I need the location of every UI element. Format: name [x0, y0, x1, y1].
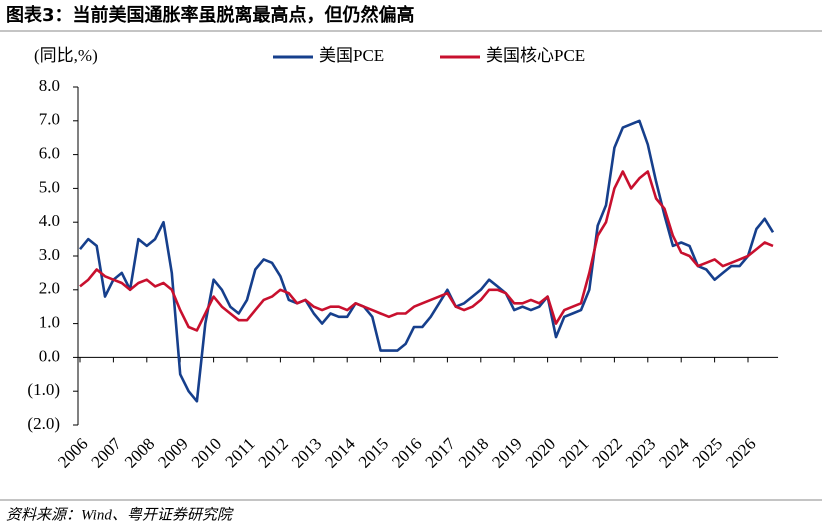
x-tick-label: 2019 — [488, 434, 525, 471]
x-tick-label: 2023 — [622, 434, 659, 471]
legend-label: 美国PCE — [319, 46, 384, 65]
y-tick-label: 5.0 — [39, 177, 60, 196]
y-tick-label: 2.0 — [39, 279, 60, 298]
x-tick-label: 2014 — [321, 434, 359, 472]
y-tick-label: 1.0 — [39, 313, 60, 332]
series-line — [78, 119, 775, 403]
x-tick-label: 2018 — [455, 434, 492, 471]
legend-label: 美国核心PCE — [486, 46, 585, 65]
x-tick-label: 2013 — [288, 434, 325, 471]
x-tick-label: 2009 — [154, 434, 191, 471]
x-tick-label: 2020 — [522, 434, 559, 471]
x-tick-label: 2006 — [54, 434, 91, 471]
y-tick-label: (1.0) — [27, 380, 60, 399]
chart-title: 图表3：当前美国通胀率虽脱离最高点，但仍然偏高 — [6, 4, 415, 26]
x-tick-label: 2008 — [121, 434, 158, 471]
x-tick-label: 2015 — [355, 434, 392, 471]
y-tick-label: 4.0 — [39, 211, 60, 230]
x-tick-label: 2011 — [222, 434, 259, 471]
y-tick-label: 0.0 — [39, 346, 60, 365]
x-tick-label: 2007 — [88, 434, 126, 472]
x-tick-label: 2021 — [555, 434, 592, 471]
x-tick-label: 2024 — [655, 434, 693, 472]
y-tick-label: 3.0 — [39, 245, 60, 264]
x-tick-label: 2026 — [722, 434, 759, 471]
series-line — [79, 170, 774, 332]
x-tick-label: 2016 — [388, 434, 425, 471]
y-axis-label: (同比,%) — [34, 46, 98, 65]
source: 资料来源：Wind、粤开证券研究院 — [6, 506, 234, 523]
y-tick-label: 8.0 — [39, 76, 60, 95]
y-tick-label: (2.0) — [27, 414, 60, 433]
x-tick-label: 2012 — [255, 434, 292, 471]
y-tick-label: 7.0 — [39, 110, 60, 129]
x-tick-label: 2022 — [589, 434, 626, 471]
x-tick-label: 2010 — [188, 434, 225, 471]
x-tick-label: 2025 — [689, 434, 726, 471]
x-tick-label: 2017 — [422, 434, 460, 472]
y-tick-label: 6.0 — [39, 144, 60, 163]
